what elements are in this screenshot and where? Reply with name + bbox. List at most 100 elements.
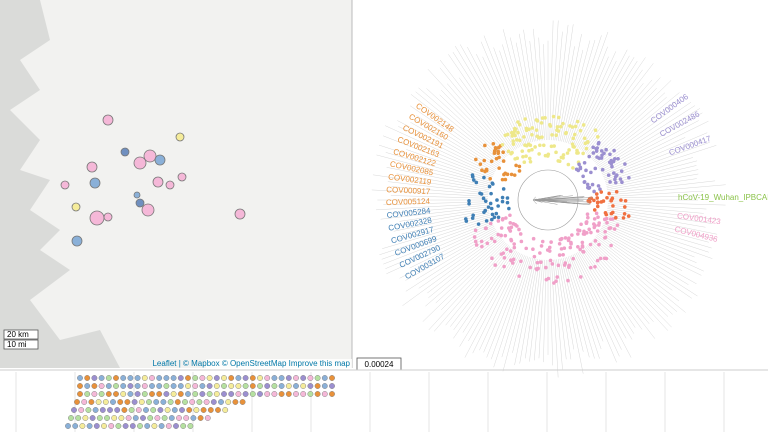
tree-branch <box>606 165 696 186</box>
timeline-dot <box>308 391 313 396</box>
tree-node <box>557 116 561 120</box>
timeline-dot <box>169 415 174 420</box>
tree-node <box>578 229 582 233</box>
tree-node <box>596 135 600 139</box>
timeline-dot <box>133 415 138 420</box>
tree-node <box>508 221 512 225</box>
tree-node <box>544 266 548 270</box>
timeline-dot <box>146 399 151 404</box>
tree-node <box>607 227 611 231</box>
timeline-dot <box>329 375 334 380</box>
timeline-dot <box>164 391 169 396</box>
timeline-dot <box>162 415 167 420</box>
timeline-dot <box>99 375 104 380</box>
tree: COV002148COV002160COV002191COV002163COV0… <box>372 20 768 377</box>
tree-node <box>513 173 517 177</box>
map-marker <box>103 115 113 125</box>
timeline-dot <box>139 399 144 404</box>
map-marker <box>104 213 112 221</box>
tree-node <box>579 223 583 227</box>
map-marker <box>87 162 97 172</box>
tree-node <box>605 221 609 225</box>
tree-node <box>482 159 486 163</box>
timeline-dot <box>110 399 115 404</box>
tree-node <box>500 252 504 256</box>
timeline-dot <box>93 407 98 412</box>
tree-node <box>615 173 619 177</box>
tree-node <box>623 205 627 209</box>
timeline-dot <box>257 375 262 380</box>
tree-node <box>552 115 556 119</box>
timeline-dot <box>279 383 284 388</box>
timeline-dot <box>129 407 134 412</box>
tree-node <box>544 154 548 158</box>
timeline-dot <box>272 383 277 388</box>
tree-node <box>557 129 561 133</box>
tree-node <box>616 157 620 161</box>
tree-node <box>482 176 486 180</box>
tree-node <box>493 216 497 220</box>
timeline-dot <box>119 415 124 420</box>
timeline-dot <box>301 375 306 380</box>
tree-node <box>508 213 512 217</box>
tree-node <box>602 152 606 156</box>
tree-node <box>596 215 600 219</box>
tree-branch <box>579 57 634 148</box>
timeline-dot <box>171 383 176 388</box>
tree-node <box>567 163 571 167</box>
tree-node <box>490 256 494 260</box>
timeline-dot <box>154 399 159 404</box>
tree-node <box>527 142 531 146</box>
tree-node <box>530 133 534 137</box>
timeline-dot <box>250 383 255 388</box>
timeline-dot <box>181 423 186 428</box>
tree-node <box>595 212 599 216</box>
tree-node <box>524 154 528 158</box>
tree-node <box>579 129 583 133</box>
tree-node <box>554 133 558 137</box>
tree-node <box>537 136 541 140</box>
timeline-dot <box>164 383 169 388</box>
timeline-dot <box>272 375 277 380</box>
tree-branch <box>460 251 517 346</box>
tree-node <box>490 207 494 211</box>
timeline-dot <box>200 383 205 388</box>
tree-node <box>595 192 599 196</box>
timeline-dot <box>103 399 108 404</box>
timeline-dot <box>148 415 153 420</box>
tree-node <box>589 243 593 247</box>
tree-node <box>490 159 494 163</box>
timeline-dot <box>165 407 170 412</box>
tree-node <box>491 181 495 185</box>
timeline-dot <box>329 383 334 388</box>
tree-node <box>596 259 600 263</box>
timeline-dot <box>207 383 212 388</box>
timeline-dot <box>178 375 183 380</box>
timeline-dot <box>157 383 162 388</box>
tree-node <box>581 250 585 254</box>
tree-branch <box>601 228 682 271</box>
tree-node <box>519 232 523 236</box>
tree-node <box>538 251 542 255</box>
tree-node <box>594 128 598 132</box>
tree-node <box>516 131 520 135</box>
timeline-dot <box>76 415 81 420</box>
timeline-dot <box>80 423 85 428</box>
timeline-dot <box>329 391 334 396</box>
tree-node <box>585 147 589 151</box>
tree-node <box>563 246 567 250</box>
tree-node <box>608 180 612 184</box>
attribution[interactable]: Leaflet | © Mapbox © OpenStreetMap Impro… <box>152 359 350 368</box>
tree-node <box>483 209 487 213</box>
scale-km-label: 20 km <box>7 330 29 339</box>
timeline-dot <box>293 383 298 388</box>
timeline-dot <box>265 375 270 380</box>
map-marker <box>178 173 186 181</box>
timeline-dot <box>92 391 97 396</box>
timeline-dot <box>178 383 183 388</box>
tree-node <box>570 233 574 237</box>
timeline-dot <box>143 407 148 412</box>
tree-node <box>540 121 544 125</box>
tree-node <box>474 158 478 162</box>
